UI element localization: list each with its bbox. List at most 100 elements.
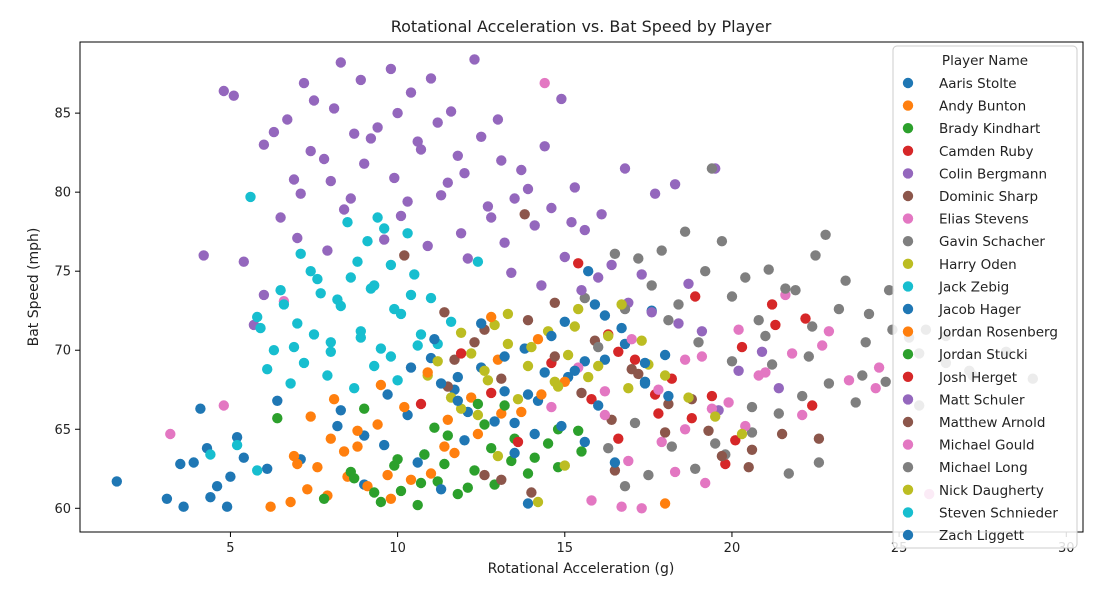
x-tick-label-3: 20 bbox=[724, 541, 741, 556]
point-13-0 bbox=[415, 398, 427, 410]
point-18-5 bbox=[549, 376, 560, 387]
point-4-24 bbox=[345, 193, 356, 204]
point-7-28 bbox=[690, 463, 701, 474]
point-7-2 bbox=[633, 253, 644, 264]
point-7-5 bbox=[706, 163, 718, 174]
point-1-7 bbox=[405, 474, 417, 485]
point-4-42 bbox=[606, 259, 617, 271]
legend-marker-8 bbox=[902, 258, 914, 269]
point-9-9 bbox=[345, 272, 356, 283]
legend-marker-9 bbox=[902, 281, 914, 292]
point-7-21 bbox=[857, 370, 868, 381]
point-17-6 bbox=[753, 315, 764, 326]
point-9-28 bbox=[472, 256, 484, 267]
point-11-0 bbox=[305, 411, 316, 422]
point-11-3 bbox=[375, 379, 387, 391]
point-14-8 bbox=[432, 117, 443, 128]
point-4-13 bbox=[492, 114, 504, 125]
point-1-10 bbox=[352, 441, 363, 452]
point-4-47 bbox=[636, 269, 647, 280]
point-5-1 bbox=[439, 307, 450, 318]
point-10-20 bbox=[435, 484, 447, 495]
point-4-3 bbox=[288, 174, 300, 185]
point-2-8 bbox=[522, 468, 534, 479]
point-19-0 bbox=[275, 285, 286, 296]
point-2-17 bbox=[576, 446, 587, 457]
point-19-4 bbox=[352, 256, 363, 267]
legend-items: Aaris Stolte Andy Bunton Brady Kindhart Cam… bbox=[902, 76, 1058, 544]
point-1-2 bbox=[302, 484, 313, 495]
point-14-20 bbox=[566, 217, 577, 228]
legend-marker-0 bbox=[902, 77, 914, 89]
point-10-7 bbox=[499, 386, 510, 397]
y-axis-label: Bat Speed (mph) bbox=[26, 228, 42, 347]
point-7-25 bbox=[773, 408, 784, 419]
point-5-8 bbox=[703, 425, 714, 436]
point-10-11 bbox=[579, 356, 590, 367]
point-20-8 bbox=[593, 400, 604, 411]
point-4-46 bbox=[258, 289, 270, 301]
point-8-9 bbox=[603, 330, 614, 342]
legend-marker-7 bbox=[902, 236, 914, 247]
point-1-6 bbox=[385, 493, 397, 504]
legend-label-19: Steven Schnieder bbox=[939, 505, 1058, 521]
x-tick-label-0: 5 bbox=[226, 541, 234, 556]
point-4-0 bbox=[218, 85, 229, 97]
point-14-14 bbox=[359, 158, 370, 169]
point-16-8 bbox=[760, 367, 771, 378]
point-3-4 bbox=[706, 390, 718, 402]
point-12-0 bbox=[318, 493, 330, 504]
point-13-2 bbox=[486, 387, 497, 399]
point-2-7 bbox=[506, 455, 517, 467]
point-5-11 bbox=[813, 433, 825, 444]
point-18-14 bbox=[532, 496, 544, 508]
point-16-15 bbox=[700, 477, 711, 489]
legend-label-5: Dominic Sharp bbox=[939, 189, 1038, 205]
point-14-13 bbox=[325, 175, 336, 187]
point-20-11 bbox=[663, 390, 674, 402]
point-4-37 bbox=[338, 204, 350, 215]
point-2-2 bbox=[412, 499, 423, 511]
point-9-16 bbox=[415, 329, 427, 340]
point-4-29 bbox=[459, 168, 470, 179]
point-7-30 bbox=[619, 481, 631, 492]
point-4-41 bbox=[559, 251, 570, 263]
point-4-20 bbox=[649, 188, 661, 199]
point-18-11 bbox=[683, 392, 694, 403]
legend-marker-4 bbox=[902, 168, 914, 179]
point-7-8 bbox=[763, 264, 774, 275]
point-20-7 bbox=[569, 365, 580, 376]
point-14-33 bbox=[773, 383, 784, 394]
legend-marker-16 bbox=[902, 439, 914, 450]
point-10-15 bbox=[659, 349, 671, 361]
point-3-11 bbox=[613, 433, 624, 444]
point-18-10 bbox=[659, 370, 671, 381]
point-7-33 bbox=[693, 337, 704, 348]
point-0-7 bbox=[221, 501, 233, 512]
point-12-6 bbox=[462, 482, 473, 493]
point-8-2 bbox=[466, 348, 477, 359]
point-19-16 bbox=[252, 311, 263, 323]
point-2-11 bbox=[442, 430, 453, 441]
legend-marker-13 bbox=[902, 371, 914, 382]
point-9-17 bbox=[298, 357, 310, 369]
point-16-11 bbox=[843, 375, 855, 386]
point-12-13 bbox=[359, 403, 370, 414]
point-15-8 bbox=[659, 427, 671, 438]
point-11-13 bbox=[439, 441, 450, 452]
point-4-14 bbox=[516, 164, 527, 176]
legend-label-4: Colin Bergmann bbox=[939, 166, 1047, 182]
point-14-21 bbox=[379, 234, 390, 245]
point-20-2 bbox=[452, 371, 463, 383]
point-19-10 bbox=[325, 346, 336, 357]
point-7-26 bbox=[746, 427, 758, 438]
point-4-17 bbox=[569, 182, 580, 193]
point-2-15 bbox=[499, 400, 510, 411]
legend-label-13: Josh Herget bbox=[938, 370, 1017, 386]
point-9-23 bbox=[342, 217, 353, 228]
point-15-1 bbox=[469, 337, 480, 348]
legend-label-10: Jacob Hager bbox=[938, 302, 1021, 318]
point-18-0 bbox=[432, 356, 443, 367]
legend-marker-17 bbox=[902, 462, 914, 473]
point-17-4 bbox=[700, 266, 711, 277]
